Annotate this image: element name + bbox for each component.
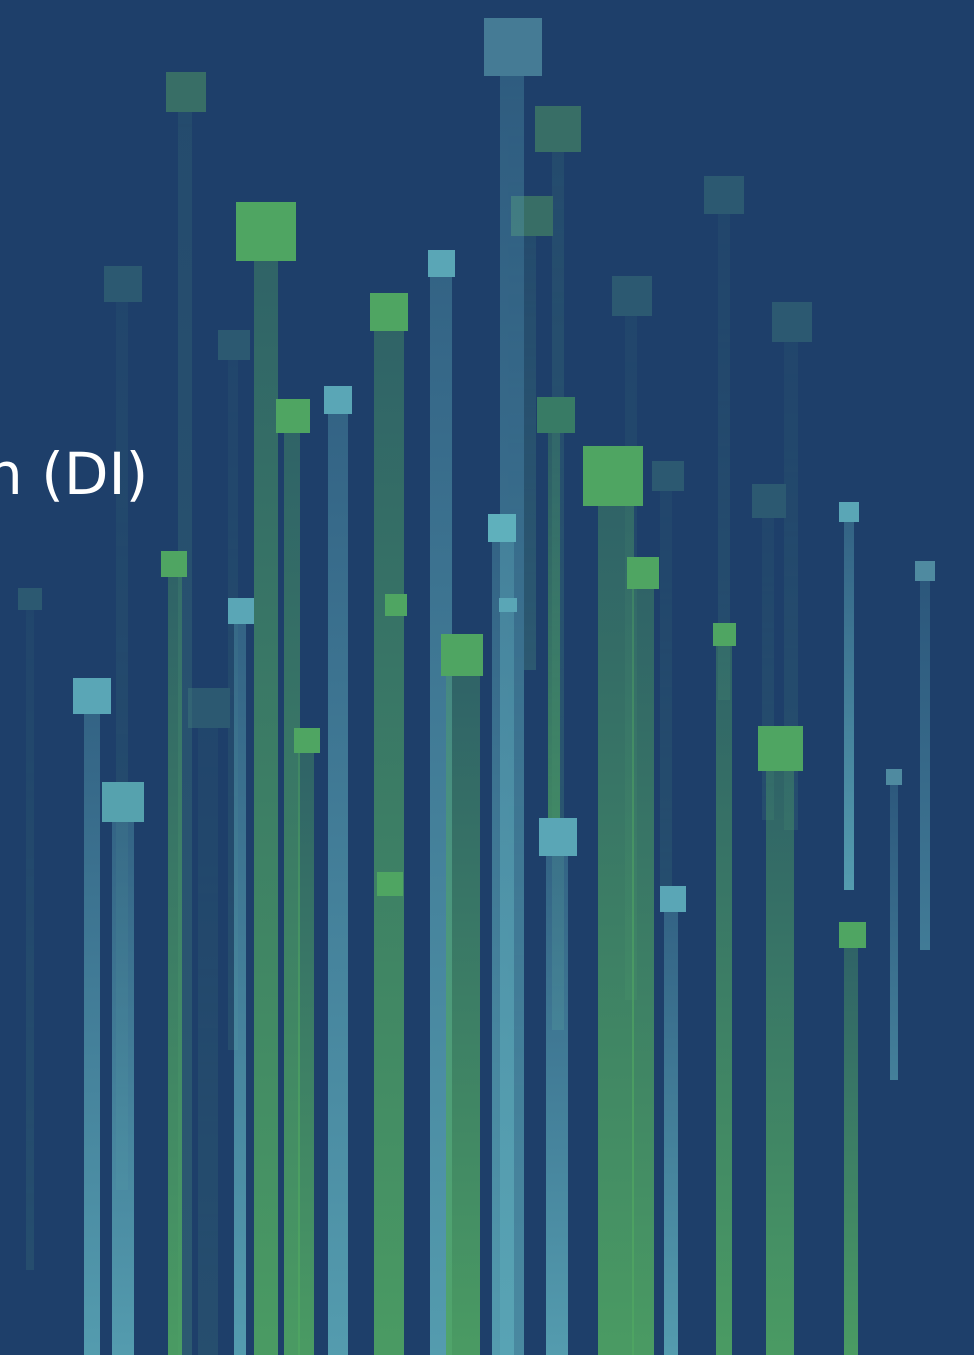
slide-title-fragment: n (DI) xyxy=(0,440,149,508)
